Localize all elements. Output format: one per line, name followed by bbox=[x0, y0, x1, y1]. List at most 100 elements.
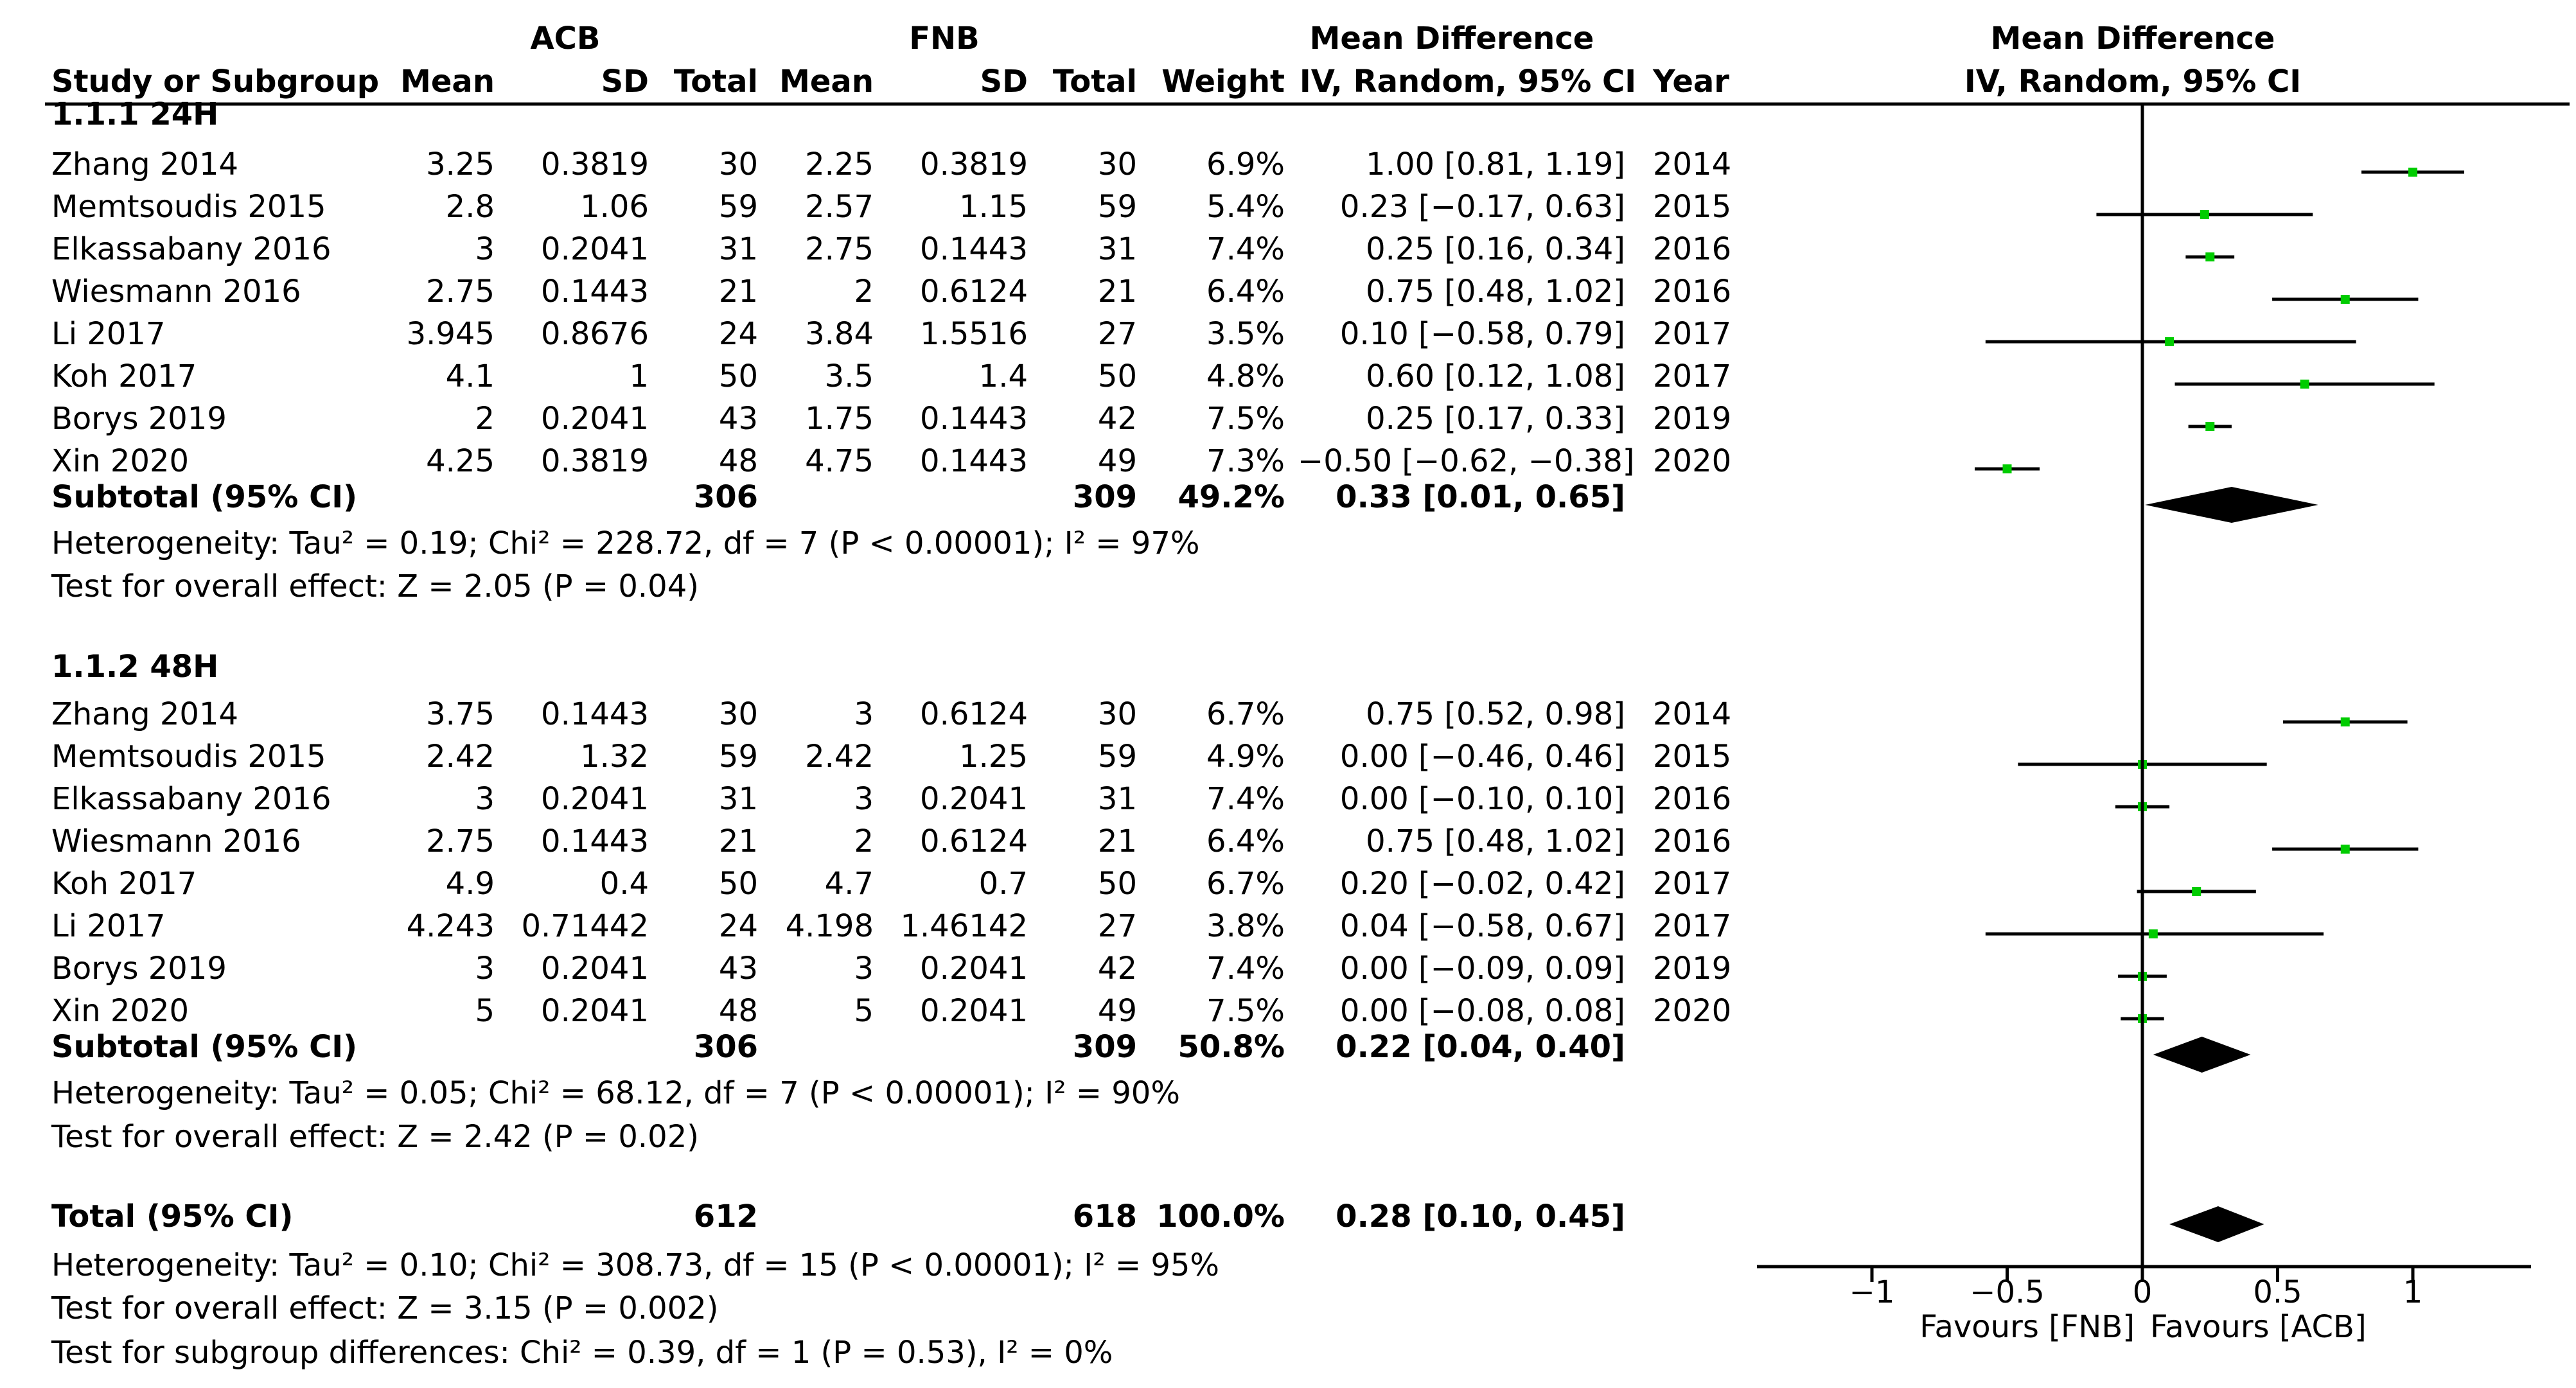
cell-mean2: 3.84 bbox=[805, 316, 874, 352]
cell-sd2: 0.2041 bbox=[920, 781, 1028, 817]
cell-n1: 50 bbox=[718, 358, 758, 394]
cell-weight: 3.5% bbox=[1206, 316, 1285, 352]
overall-effect-text: Test for overall effect: Z = 2.05 (P = 0… bbox=[51, 568, 699, 604]
total-n1: 612 bbox=[693, 1199, 758, 1234]
cell-n2: 27 bbox=[1097, 316, 1137, 352]
cell-n2: 50 bbox=[1097, 866, 1137, 902]
total-diamond bbox=[2169, 1206, 2264, 1242]
col-mean1: Mean bbox=[400, 64, 495, 100]
cell-ci_text: 0.00 [−0.46, 0.46] bbox=[1339, 739, 1625, 775]
col-ci: IV, Random, 95% CI bbox=[1299, 64, 1637, 100]
cell-weight: 3.8% bbox=[1206, 908, 1285, 944]
cell-sd1: 0.8676 bbox=[541, 316, 649, 352]
cell-n1: 24 bbox=[718, 908, 758, 944]
cell-mean1: 3 bbox=[475, 231, 495, 267]
cell-ci_text: 0.75 [0.52, 0.98] bbox=[1366, 696, 1625, 732]
subtotal-label: Subtotal (95% CI) bbox=[51, 1029, 358, 1065]
cell-sd1: 0.3819 bbox=[541, 146, 649, 182]
plot-title: Mean Difference bbox=[1990, 21, 2275, 57]
study-name: Borys 2019 bbox=[51, 951, 227, 987]
cell-n2: 49 bbox=[1097, 443, 1137, 479]
cell-sd2: 0.6124 bbox=[920, 823, 1028, 859]
favours-left-label: Favours [FNB] bbox=[1919, 1309, 2135, 1345]
cell-n1: 30 bbox=[718, 696, 758, 732]
cell-n1: 43 bbox=[718, 951, 758, 987]
cell-ci_text: 0.00 [−0.08, 0.08] bbox=[1339, 993, 1625, 1029]
cell-mean2: 2.57 bbox=[805, 189, 874, 225]
total-weight: 100.0% bbox=[1156, 1199, 1285, 1234]
col-total2: Total bbox=[1052, 64, 1137, 100]
cell-year: 2015 bbox=[1653, 739, 1732, 775]
favours-right-label: Favours [ACB] bbox=[2150, 1309, 2367, 1345]
x-tick-label: 0.5 bbox=[2253, 1274, 2302, 1310]
total-label: Total (95% CI) bbox=[51, 1199, 294, 1234]
cell-year: 2020 bbox=[1653, 443, 1732, 479]
cell-sd1: 0.2041 bbox=[541, 781, 649, 817]
total-n2: 618 bbox=[1072, 1199, 1137, 1234]
cell-n1: 50 bbox=[718, 866, 758, 902]
subtotal-weight: 49.2% bbox=[1178, 479, 1285, 515]
study-name: Li 2017 bbox=[51, 316, 166, 352]
cell-sd1: 1 bbox=[629, 358, 649, 394]
cell-n2: 42 bbox=[1097, 401, 1137, 437]
cell-mean1: 4.1 bbox=[445, 358, 495, 394]
col-study: Study or Subgroup bbox=[51, 64, 380, 100]
cell-year: 2017 bbox=[1653, 866, 1732, 902]
point-estimate bbox=[2165, 337, 2175, 346]
cell-sd2: 1.4 bbox=[978, 358, 1028, 394]
cell-weight: 6.4% bbox=[1206, 823, 1285, 859]
col-sd2: SD bbox=[980, 64, 1028, 100]
cell-mean1: 2.75 bbox=[426, 823, 495, 859]
cell-sd1: 0.2041 bbox=[541, 951, 649, 987]
cell-year: 2019 bbox=[1653, 401, 1732, 437]
cell-weight: 6.7% bbox=[1206, 866, 1285, 902]
cell-mean1: 2.8 bbox=[445, 189, 495, 225]
cell-sd2: 0.6124 bbox=[920, 696, 1028, 732]
cell-n1: 21 bbox=[718, 274, 758, 310]
cell-sd2: 0.1443 bbox=[920, 231, 1028, 267]
cell-mean1: 5 bbox=[475, 993, 495, 1029]
cell-ci_text: 0.25 [0.17, 0.33] bbox=[1366, 401, 1625, 437]
cell-year: 2014 bbox=[1653, 696, 1732, 732]
cell-sd1: 1.32 bbox=[580, 739, 649, 775]
cell-mean2: 2 bbox=[854, 274, 874, 310]
cell-sd2: 0.7 bbox=[978, 866, 1028, 902]
col-sd1: SD bbox=[601, 64, 649, 100]
cell-mean2: 4.7 bbox=[824, 866, 874, 902]
cell-mean2: 2 bbox=[854, 823, 874, 859]
subtotal-diamond bbox=[2145, 487, 2318, 523]
cell-year: 2016 bbox=[1653, 781, 1732, 817]
point-estimate bbox=[2192, 887, 2201, 896]
subtotal-ci: 0.33 [0.01, 0.65] bbox=[1336, 479, 1625, 515]
study-name: Memtsoudis 2015 bbox=[51, 189, 326, 225]
cell-n1: 24 bbox=[718, 316, 758, 352]
point-estimate bbox=[2200, 210, 2209, 219]
cell-sd1: 1.06 bbox=[580, 189, 649, 225]
cell-n2: 21 bbox=[1097, 274, 1137, 310]
point-estimate bbox=[2002, 464, 2012, 473]
cell-mean2: 3.5 bbox=[824, 358, 874, 394]
cell-n1: 43 bbox=[718, 401, 758, 437]
cell-mean1: 3.25 bbox=[426, 146, 495, 182]
cell-n1: 31 bbox=[718, 231, 758, 267]
point-estimate bbox=[2205, 422, 2215, 431]
cell-sd1: 0.2041 bbox=[541, 993, 649, 1029]
cell-mean1: 3.75 bbox=[426, 696, 495, 732]
cell-ci_text: 0.23 [−0.17, 0.63] bbox=[1339, 189, 1625, 225]
group1-title: ACB bbox=[530, 21, 601, 57]
study-name: Li 2017 bbox=[51, 908, 166, 944]
cell-weight: 7.3% bbox=[1206, 443, 1285, 479]
cell-year: 2020 bbox=[1653, 993, 1732, 1029]
cell-mean2: 3 bbox=[854, 696, 874, 732]
cell-weight: 6.9% bbox=[1206, 146, 1285, 182]
cell-n2: 31 bbox=[1097, 231, 1137, 267]
cell-ci_text: 1.00 [0.81, 1.19] bbox=[1366, 146, 1625, 182]
cell-weight: 7.5% bbox=[1206, 401, 1285, 437]
cell-weight: 7.5% bbox=[1206, 993, 1285, 1029]
cell-sd2: 1.5516 bbox=[920, 316, 1028, 352]
cell-sd1: 0.71442 bbox=[521, 908, 649, 944]
study-name: Koh 2017 bbox=[51, 358, 197, 394]
study-name: Koh 2017 bbox=[51, 866, 197, 902]
cell-n2: 21 bbox=[1097, 823, 1137, 859]
